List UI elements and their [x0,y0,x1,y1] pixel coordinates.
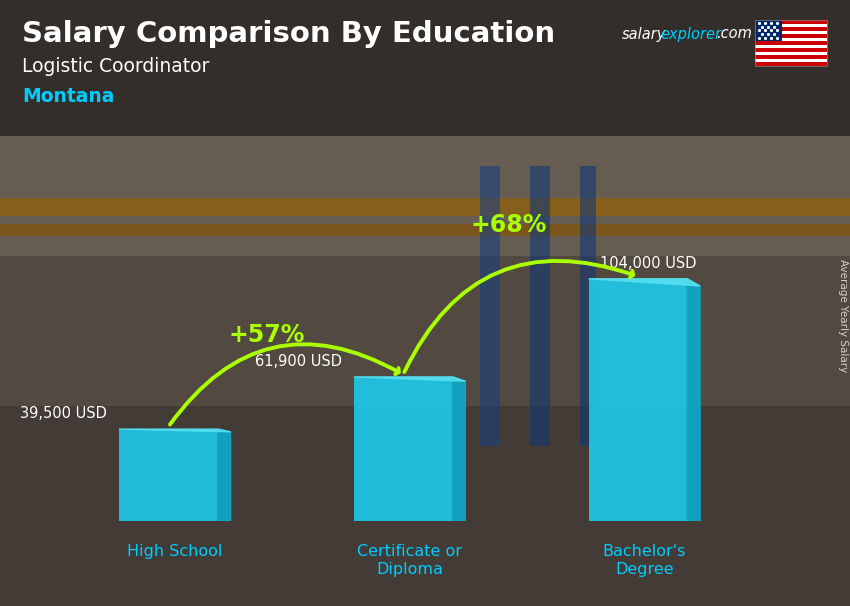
Text: 39,500 USD: 39,500 USD [20,406,107,421]
Polygon shape [354,377,465,381]
Bar [755,45,827,48]
Text: +68%: +68% [471,213,547,237]
Bar [755,20,827,66]
Bar [755,38,827,41]
Bar [755,52,827,55]
Bar [0,256,850,406]
Bar [0,0,850,256]
Text: Montana: Montana [22,87,115,105]
Bar [119,429,218,521]
Text: Logistic Coordinator: Logistic Coordinator [22,56,209,76]
Text: explorer: explorer [660,27,721,41]
Polygon shape [218,429,230,521]
Polygon shape [119,429,230,432]
Text: High School: High School [128,544,223,559]
Bar [0,406,850,606]
Bar [755,62,827,66]
Bar [755,59,827,62]
Bar [0,224,850,236]
Text: .com: .com [716,27,752,41]
Polygon shape [687,279,700,521]
Bar [755,55,827,59]
Bar [755,31,827,34]
Bar [354,377,452,521]
Bar [480,166,500,446]
Bar [0,0,850,136]
Text: Certificate or
Diploma: Certificate or Diploma [357,544,462,577]
Text: 61,900 USD: 61,900 USD [255,354,342,368]
Bar [755,20,782,41]
Text: +57%: +57% [229,323,305,347]
Polygon shape [588,279,700,286]
Bar [755,27,827,31]
Bar [755,34,827,38]
Text: Bachelor's
Degree: Bachelor's Degree [603,544,686,577]
Text: Salary Comparison By Education: Salary Comparison By Education [22,20,555,48]
Text: 104,000 USD: 104,000 USD [600,256,697,271]
Bar [0,198,850,216]
Text: Average Yearly Salary: Average Yearly Salary [838,259,848,373]
Text: salary: salary [622,27,666,41]
Bar [755,41,827,45]
Bar [755,24,827,27]
Polygon shape [452,377,465,521]
Bar [755,48,827,52]
Bar [588,279,687,521]
Bar [530,166,550,446]
Bar [755,20,827,24]
Bar [580,166,596,446]
